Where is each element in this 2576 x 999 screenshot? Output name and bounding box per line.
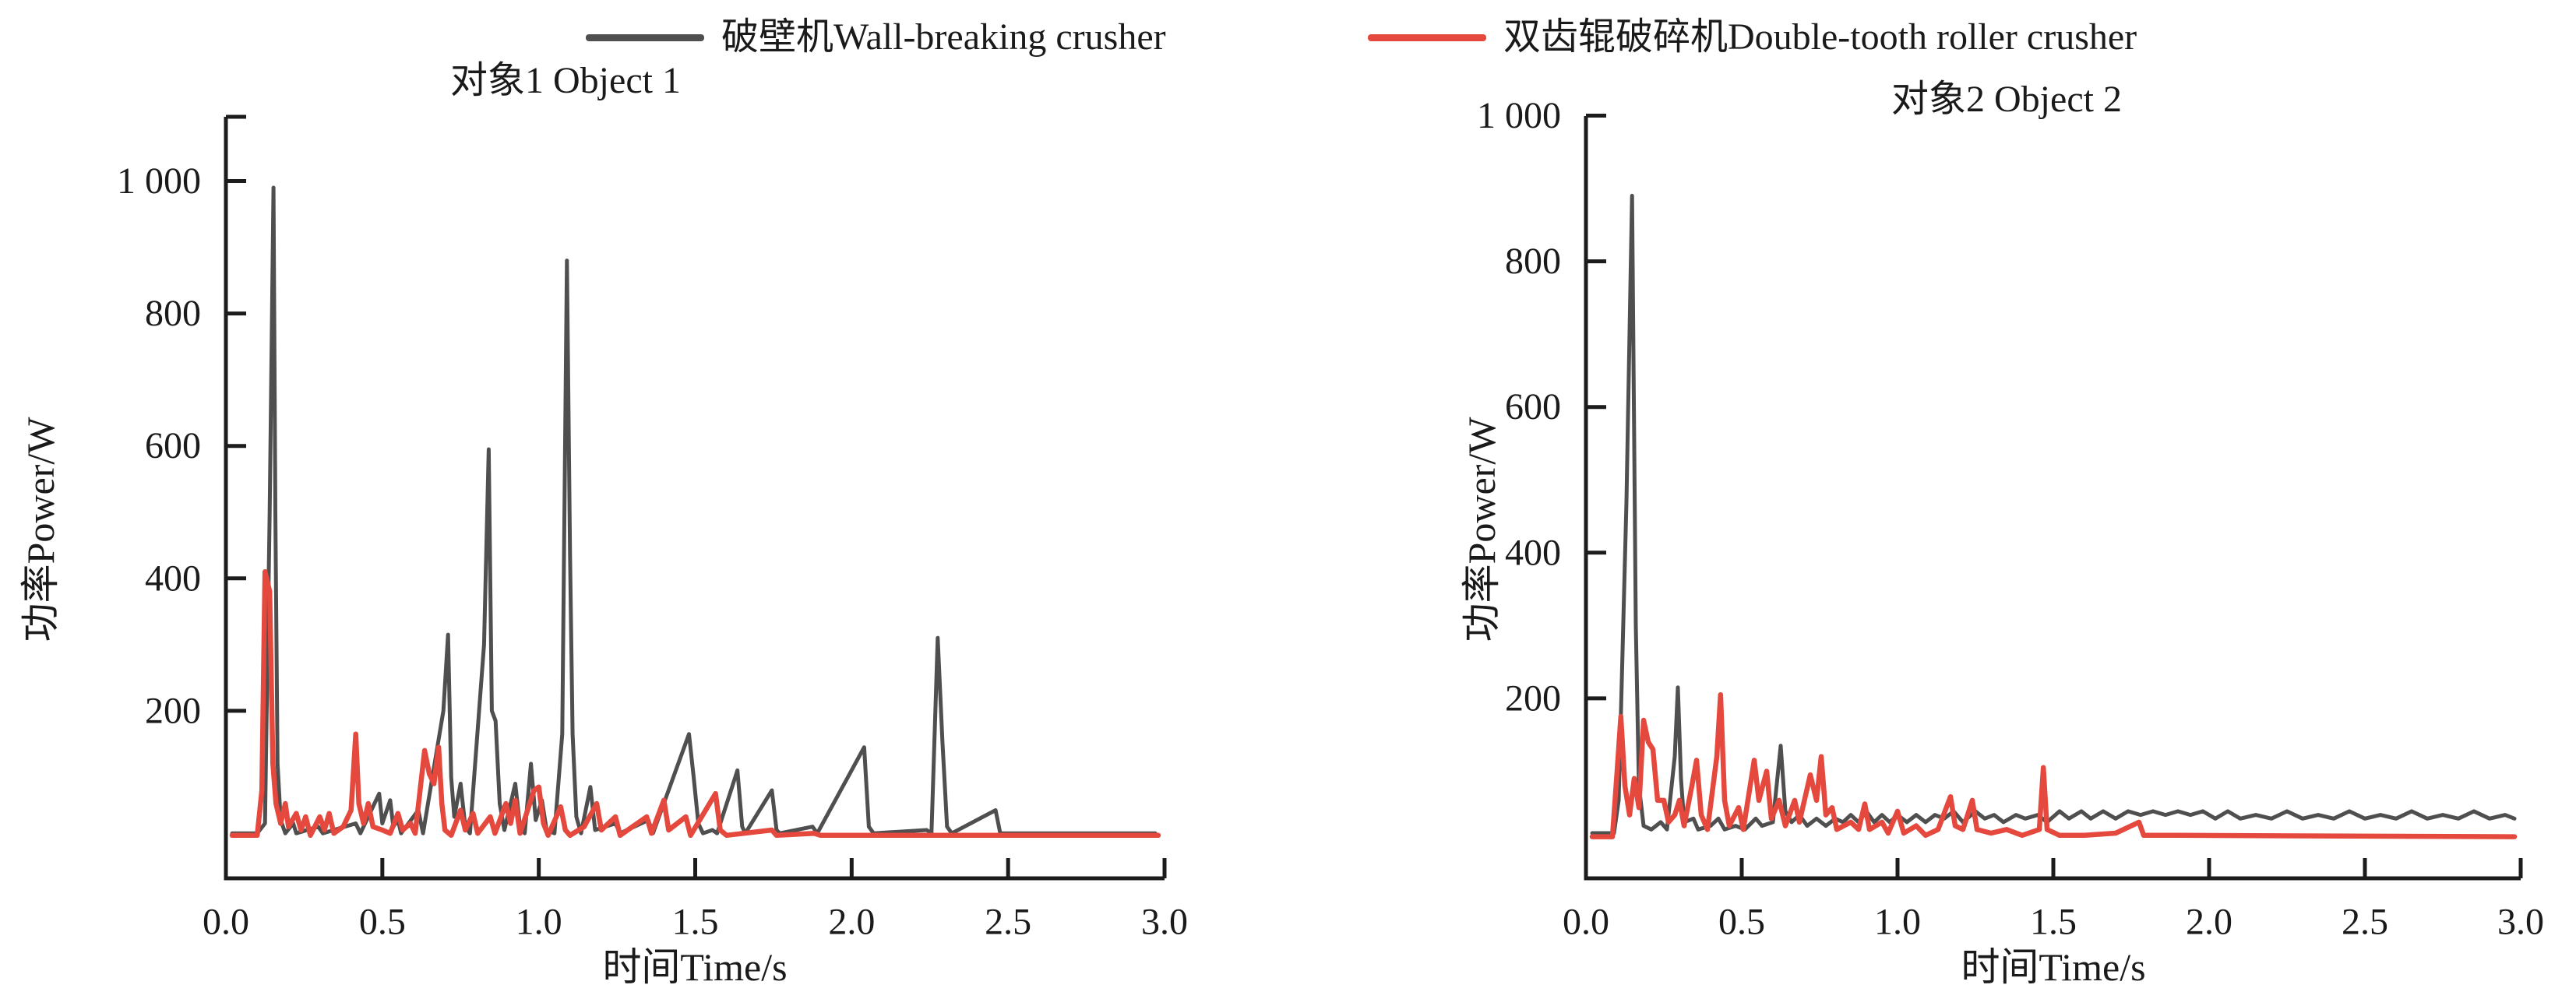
legend-item-double-tooth-roller-crusher: 双齿辊破碎机Double-tooth roller crusher — [1368, 16, 2137, 59]
chart2-x-tick-label: 3.0 — [2497, 902, 2544, 943]
chart2-x-tick-label: 0.0 — [1563, 902, 1609, 943]
chart2-x-tick-label: 0.5 — [1718, 902, 1765, 943]
chart1-series-double-tooth-roller-crusher — [229, 569, 1161, 839]
chart2-series-wall-breaking-crusher — [1590, 193, 2517, 835]
chart2-y-tick-label: 800 — [1505, 241, 1561, 282]
chart2-y-tick-label: 600 — [1505, 386, 1561, 427]
chart1-x-tick-label: 1.5 — [672, 902, 719, 943]
chart2-axis-spines — [1584, 116, 2521, 881]
chart1-y-tick-label: 600 — [145, 425, 201, 466]
chart1-series-wall-breaking-crusher — [230, 185, 1158, 835]
chart1-x-tick-label: 0.5 — [359, 902, 406, 943]
legend-line-sample-gray — [586, 33, 704, 41]
chart2-x-tick-label: 1.0 — [1874, 902, 1921, 943]
chart1-x-tick-label: 1.0 — [516, 902, 562, 943]
chart1-y-tick-label: 800 — [145, 293, 201, 334]
chart1-axis-spines — [224, 117, 1165, 881]
chart1-y-tick-label: 1 000 — [117, 160, 201, 202]
legend-label: 双齿辊破碎机Double-tooth roller crusher — [1503, 16, 2137, 58]
chart2-x-tick-label: 1.5 — [2030, 902, 2077, 943]
chart2-y-tick-label: 200 — [1505, 677, 1561, 719]
chart2-title: 对象2 Object 2 — [1891, 79, 2122, 120]
legend-item-wall-breaking-crusher: 破壁机Wall-breaking crusher — [586, 16, 1166, 59]
legend-label: 破壁机Wall-breaking crusher — [721, 16, 1166, 58]
chart1-title: 对象1 Object 1 — [450, 60, 681, 101]
chart2-y-tick-label: 1 000 — [1477, 95, 1561, 136]
chart2-x-tick-label: 2.0 — [2186, 902, 2232, 943]
chart1-y-tick-label: 200 — [145, 690, 201, 731]
chart1-y-tick-label: 400 — [145, 558, 201, 599]
chart1-x-tick-label: 2.0 — [828, 902, 875, 943]
chart2-x-tick-label: 2.5 — [2342, 902, 2388, 943]
chart2-y-tick-label: 400 — [1505, 532, 1561, 573]
chart2-x-axis-title: 时间Time/s — [1961, 945, 2146, 989]
chart1-x-tick-label: 3.0 — [1141, 902, 1188, 943]
chart1-x-tick-label: 2.5 — [985, 902, 1031, 943]
legend-line-sample-red — [1368, 33, 1486, 41]
chart1-x-tick-label: 0.0 — [203, 902, 249, 943]
chart2-series-double-tooth-roller-crusher — [1589, 691, 2518, 839]
chart1-x-axis-title: 时间Time/s — [602, 945, 788, 989]
